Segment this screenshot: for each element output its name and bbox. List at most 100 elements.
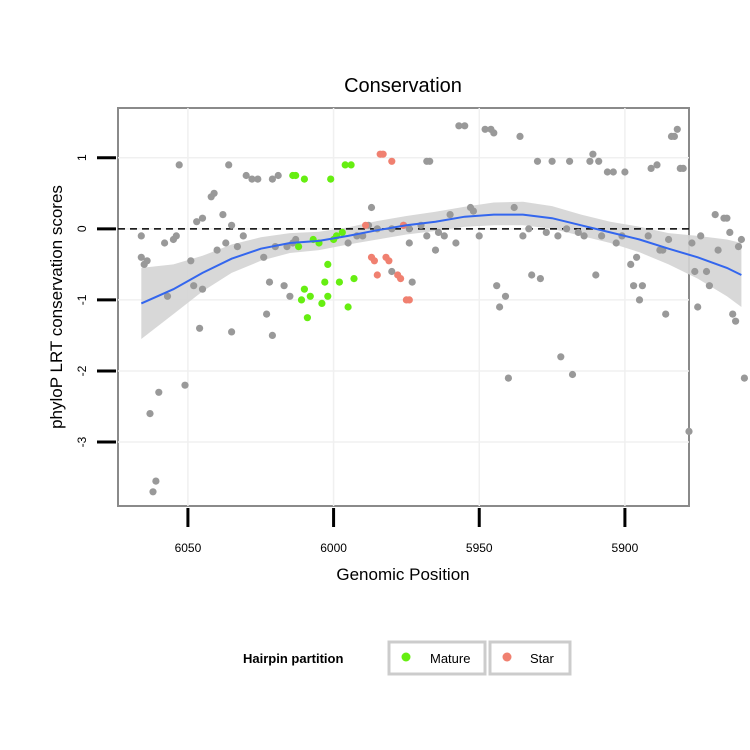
point-other <box>670 132 679 140</box>
point-other <box>563 225 571 233</box>
point-other <box>525 225 533 233</box>
point-other <box>732 317 740 325</box>
point-other <box>609 168 617 176</box>
point-other <box>528 271 536 279</box>
point-other <box>248 175 256 183</box>
point-other <box>405 239 413 247</box>
point-other <box>694 303 702 311</box>
point-other <box>574 228 582 236</box>
legend-label-mature: Mature <box>430 651 470 666</box>
point-other <box>175 161 183 169</box>
y-axis: -3 -2 -1 0 1 <box>75 154 116 447</box>
point-other <box>239 232 247 240</box>
point-other <box>714 246 722 254</box>
point-star <box>379 150 387 158</box>
point-other <box>405 225 413 233</box>
point-other <box>228 221 236 229</box>
point-mature <box>295 243 303 251</box>
point-mature <box>324 292 332 300</box>
point-other <box>548 157 556 165</box>
point-other <box>268 331 276 339</box>
point-other <box>702 267 711 276</box>
x-tick-label: 6050 <box>175 541 202 555</box>
point-other <box>210 189 218 197</box>
point-other <box>688 239 696 247</box>
point-mature <box>338 228 346 236</box>
point-other <box>691 267 699 276</box>
point-other <box>598 232 606 240</box>
x-tick-label: 6000 <box>320 541 347 555</box>
point-other <box>603 168 612 176</box>
point-other <box>198 214 207 222</box>
point-other <box>149 488 157 496</box>
point-other <box>653 161 661 169</box>
point-other <box>388 267 396 276</box>
point-other <box>554 232 562 240</box>
point-other <box>461 122 469 130</box>
point-mature <box>335 278 343 286</box>
point-other <box>265 278 274 286</box>
point-other <box>233 243 241 251</box>
point-other <box>152 477 160 485</box>
plot-area <box>117 107 749 507</box>
point-other <box>734 243 743 251</box>
point-mature <box>297 296 306 304</box>
point-other <box>172 232 180 240</box>
point-other <box>510 203 518 212</box>
data-points <box>137 122 749 496</box>
x-axis-title: Genomic Position <box>336 565 469 584</box>
legend: Hairpin partition Mature Star <box>243 640 572 676</box>
point-mature <box>350 275 358 283</box>
y-tick-label: -1 <box>75 294 89 305</box>
point-other <box>566 157 574 165</box>
point-other <box>592 271 600 279</box>
point-other <box>586 157 594 165</box>
point-other <box>542 228 550 236</box>
point-other <box>187 257 195 265</box>
point-other <box>137 232 145 240</box>
point-other <box>711 211 719 219</box>
point-other <box>536 275 545 283</box>
point-other <box>475 232 483 240</box>
point-other <box>190 282 198 290</box>
point-mature <box>318 299 326 307</box>
point-other <box>627 260 635 268</box>
point-other <box>146 410 154 418</box>
point-other <box>481 125 489 133</box>
point-other <box>504 374 512 382</box>
x-tick-label: 5950 <box>466 541 493 555</box>
point-other <box>662 310 670 318</box>
point-mature <box>347 161 355 169</box>
point-other <box>697 232 705 240</box>
point-star <box>405 296 413 304</box>
point-mature <box>292 171 300 180</box>
point-other <box>434 228 443 236</box>
point-other <box>647 164 655 172</box>
point-other <box>493 282 501 290</box>
point-other <box>557 353 565 361</box>
legend-title: Hairpin partition <box>243 651 343 666</box>
point-mature <box>306 292 314 300</box>
plot-panel <box>117 107 690 507</box>
legend-key-star <box>502 652 512 662</box>
point-other <box>455 122 463 130</box>
point-other <box>568 370 577 379</box>
point-other <box>729 310 737 318</box>
point-other <box>673 125 681 133</box>
point-other <box>589 150 597 158</box>
point-other <box>612 239 620 247</box>
y-tick-label: -3 <box>75 436 89 447</box>
point-mature <box>341 161 349 169</box>
point-other <box>644 232 652 240</box>
point-other <box>431 246 440 254</box>
point-other <box>268 175 276 183</box>
legend-key-mature <box>401 652 411 662</box>
point-other <box>213 246 221 254</box>
point-other <box>263 310 271 318</box>
point-other <box>723 214 731 222</box>
point-other <box>222 239 230 247</box>
x-axis: 6050 6000 5950 5900 <box>175 508 639 555</box>
point-mature <box>300 285 308 293</box>
smooth-confidence-band <box>141 201 742 339</box>
